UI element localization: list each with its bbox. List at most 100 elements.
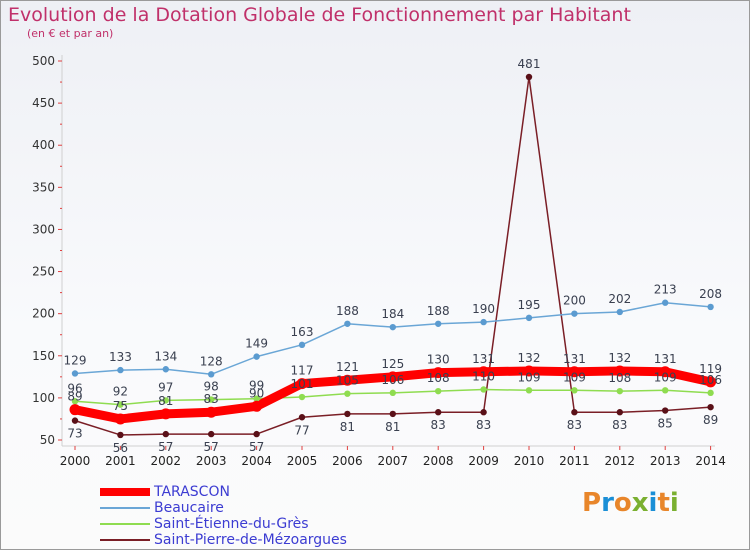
data-label: 92 — [113, 385, 128, 399]
data-point — [614, 365, 626, 377]
y-tick-label: 100 — [32, 391, 55, 405]
data-point — [571, 310, 578, 317]
proxiti-logo: Proxiti — [582, 488, 679, 518]
data-point — [525, 314, 533, 322]
data-point — [616, 308, 623, 316]
data-point — [205, 406, 217, 418]
data-point — [480, 386, 487, 393]
data-point — [298, 414, 306, 421]
data-point — [117, 401, 124, 408]
data-point — [251, 400, 263, 412]
data-point — [707, 303, 714, 311]
data-point — [298, 341, 306, 349]
y-tick-label: 350 — [32, 180, 55, 194]
data-point — [568, 366, 580, 378]
y-tick-label: 150 — [32, 349, 55, 363]
data-point — [662, 387, 669, 394]
data-point — [253, 395, 260, 402]
data-label: 117 — [291, 364, 314, 378]
data-label: 195 — [518, 298, 541, 312]
data-point — [659, 366, 671, 378]
data-label: 133 — [109, 350, 132, 364]
legend: TARASCON Beaucaire Saint-Étienne-du-Grès… — [100, 484, 400, 548]
data-point — [69, 404, 81, 416]
data-label: 130 — [427, 353, 450, 367]
legend-item-tarascon: TARASCON — [100, 484, 400, 500]
data-label: 109 — [563, 370, 586, 384]
data-point — [662, 299, 669, 306]
y-tick-label: 400 — [32, 138, 55, 152]
x-tick-label: 2002 — [151, 454, 182, 468]
chart-subtitle: (en € et par an) — [27, 27, 114, 40]
data-point — [525, 387, 533, 394]
data-point — [344, 320, 351, 327]
data-label: 101 — [291, 377, 314, 391]
data-label: 121 — [336, 360, 359, 374]
data-label: 129 — [64, 353, 87, 367]
data-label: 188 — [427, 304, 450, 318]
x-tick-label: 2003 — [196, 454, 227, 468]
data-label: 132 — [608, 351, 631, 365]
data-point — [480, 409, 487, 416]
legend-label-saint-pierre: Saint-Pierre-de-Mézoargues — [154, 532, 347, 548]
legend-item-saint-etienne: Saint-Étienne-du-Grès — [100, 516, 400, 532]
data-label: 202 — [608, 292, 631, 306]
data-label: 85 — [658, 417, 673, 431]
data-label: 190 — [472, 302, 495, 316]
data-label: 83 — [612, 418, 627, 432]
data-point — [208, 371, 215, 378]
data-label: 184 — [381, 307, 404, 321]
legend-swatch-saint-pierre — [100, 539, 150, 541]
data-point — [344, 390, 351, 397]
data-label: 96 — [67, 381, 82, 395]
legend-label-saint-etienne: Saint-Étienne-du-Grès — [154, 516, 309, 532]
y-tick-label: 300 — [32, 222, 55, 236]
data-label: 73 — [67, 427, 82, 441]
y-tick-label: 200 — [32, 307, 55, 321]
legend-label-beaucaire: Beaucaire — [154, 500, 224, 516]
data-point — [432, 367, 444, 379]
data-label: 97 — [158, 380, 173, 394]
x-tick-label: 2012 — [605, 454, 636, 468]
legend-swatch-beaucaire — [100, 507, 150, 509]
logo-letter: i — [648, 488, 658, 518]
logo-letter: x — [631, 488, 649, 518]
y-tick-label: 450 — [32, 96, 55, 110]
logo-letter: r — [601, 488, 614, 518]
data-point — [114, 413, 126, 425]
data-label: 57 — [249, 440, 264, 454]
legend-label-tarascon: TARASCON — [154, 484, 230, 500]
data-point — [341, 374, 353, 386]
data-label: 106 — [381, 373, 404, 387]
data-label: 75 — [113, 399, 128, 413]
data-point — [478, 366, 490, 378]
x-tick-label: 2013 — [650, 454, 681, 468]
data-label: 77 — [294, 423, 309, 437]
x-tick-label: 2010 — [514, 454, 545, 468]
chart-title: Evolution de la Dotation Globale de Fonc… — [8, 4, 631, 26]
data-point — [253, 430, 260, 438]
data-label: 83 — [567, 418, 582, 432]
x-tick-label: 2000 — [60, 454, 91, 468]
data-label: 200 — [563, 294, 586, 308]
data-label: 149 — [245, 337, 268, 351]
data-point — [707, 403, 714, 411]
data-point — [208, 396, 215, 403]
data-point — [435, 387, 442, 395]
data-label: 105 — [336, 374, 359, 388]
data-point — [571, 387, 578, 394]
data-label: 128 — [200, 354, 223, 368]
data-point — [117, 366, 124, 374]
data-label: 106 — [699, 373, 722, 387]
data-point — [616, 387, 623, 395]
data-label: 83 — [476, 418, 491, 432]
x-tick-label: 2004 — [241, 454, 272, 468]
x-tick-label: 2006 — [332, 454, 363, 468]
data-point — [662, 407, 669, 414]
data-label: 131 — [472, 352, 495, 366]
data-label: 90 — [249, 386, 264, 400]
data-label: 109 — [654, 370, 677, 384]
data-point — [705, 376, 717, 388]
data-label: 89 — [703, 413, 718, 427]
